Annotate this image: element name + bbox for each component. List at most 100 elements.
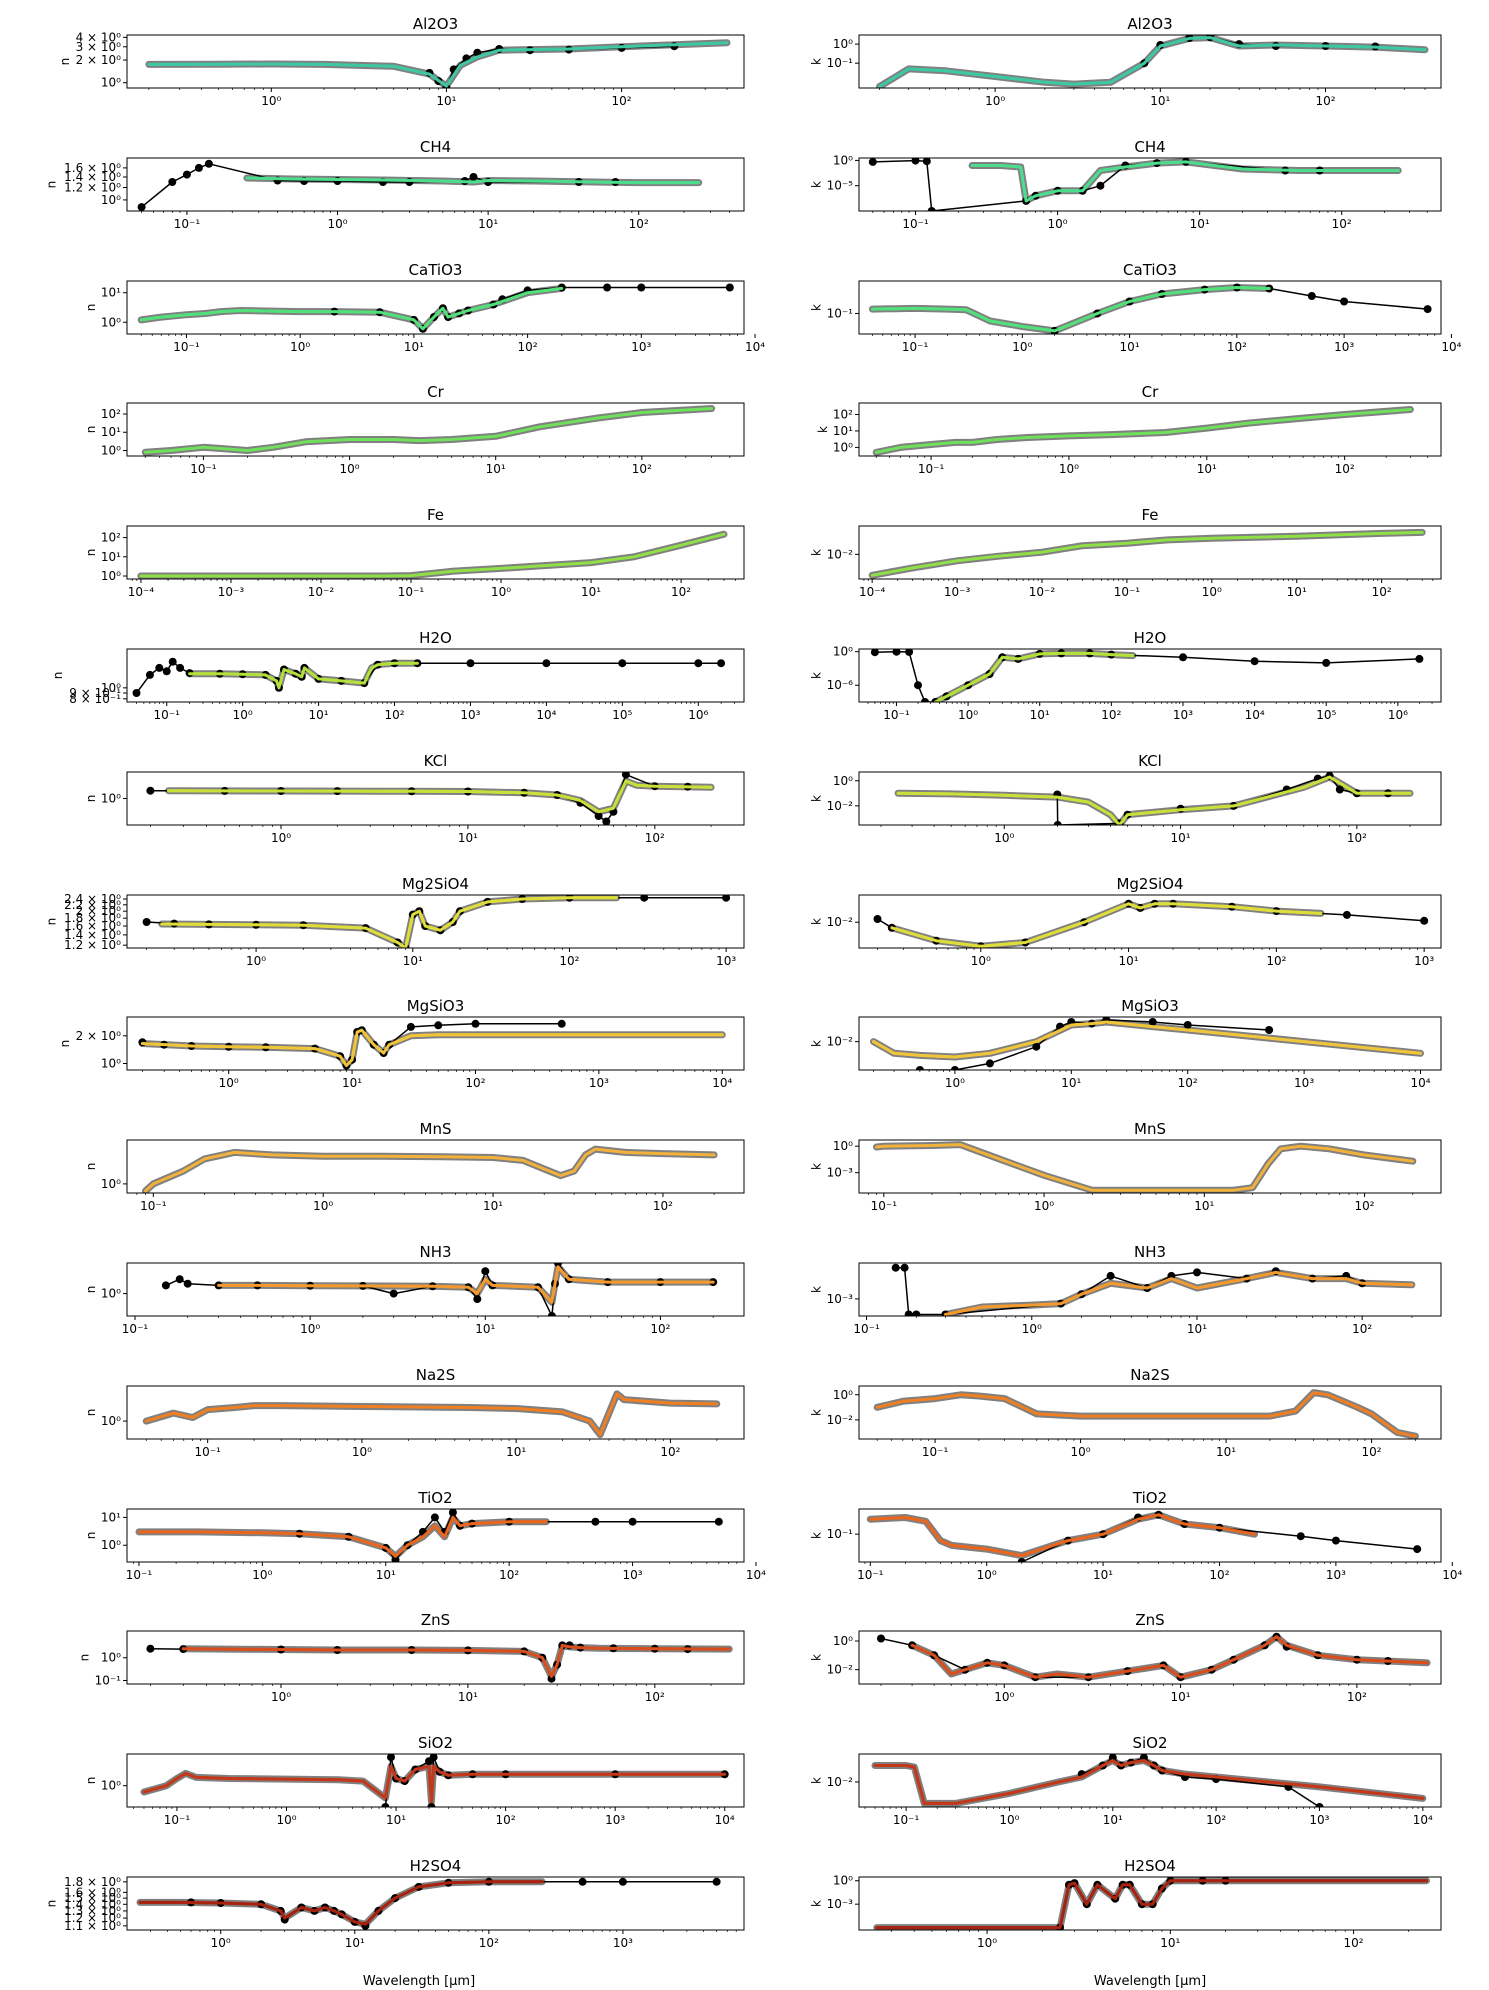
x-tick-label: 10²: [1315, 94, 1335, 108]
subplot-title: MnS: [1134, 1120, 1166, 1138]
x-tick-label: 10⁰: [994, 1690, 1014, 1704]
subplot-mns-k: 10⁻¹ 10⁰ 10¹ 10² 10⁰ 10⁻³ MnS k: [810, 1120, 1442, 1213]
subplot-fe-n: 10⁻⁴ 10⁻³ 10⁻² 10⁻¹ 10⁰ 10¹ 10² 10² 10¹ 10⁰ Fe n: [84, 506, 745, 599]
model-line-overlay: [970, 160, 1400, 203]
axes-frame: [126, 1262, 745, 1317]
plot-area: [894, 772, 1414, 825]
measured-point: [429, 1754, 438, 1762]
x-tick-label: 10³: [460, 708, 480, 722]
model-line: [143, 407, 714, 454]
y-tick-label: 10⁰: [833, 37, 853, 51]
x-tick-label: 10²: [384, 708, 404, 722]
x-tick-label: 10¹: [506, 1445, 526, 1459]
y-tick-label: 1.4 × 10⁰: [64, 928, 121, 942]
model-line-overlay: [933, 651, 1135, 702]
measured-point: [194, 163, 203, 172]
y-tick-label: 1.6 × 10⁰: [64, 919, 121, 933]
subplot-title: Mg2SiO4: [1116, 875, 1183, 893]
axes-frame: [126, 1016, 745, 1071]
x-axis-label-right: Wavelength [μm]: [1094, 1974, 1206, 1989]
x-tick-label: 10⁰: [1022, 1322, 1042, 1336]
y-tick-label: 10⁰: [101, 569, 121, 583]
subplot-na2s-n: 10⁻¹ 10⁰ 10¹ 10² 10⁰ Na2S n: [84, 1366, 745, 1459]
measured-point: [873, 915, 882, 923]
x-tick-label: 10³: [1309, 1813, 1329, 1827]
subplot-title: H2O: [419, 629, 452, 647]
x-tick-label: 10¹: [1216, 1445, 1236, 1459]
measured-point: [1183, 1021, 1192, 1029]
subplot-title: NH3: [1134, 1243, 1166, 1261]
x-tick-label: 10²: [479, 1936, 499, 1950]
x-tick-label: 10⁰: [1034, 1199, 1054, 1213]
subplot-cr-n: 10⁻¹ 10⁰ 10¹ 10² 10² 10¹ 10⁰ Cr n: [84, 383, 745, 476]
x-tick-label: 10³: [1334, 340, 1354, 354]
measured-point: [892, 649, 901, 656]
y-axis-label: k: [810, 1163, 824, 1170]
y-axis-label: n: [84, 426, 98, 434]
x-tick-label: 10⁻¹: [853, 1322, 880, 1336]
y-tick-label: 1.4 × 10⁰: [64, 1897, 121, 1911]
measured-point: [578, 1877, 587, 1886]
subplot-title: Al2O3: [1127, 15, 1172, 33]
y-tick-label: 1.1 × 10⁰: [64, 1919, 121, 1933]
x-tick-label: 10⁰: [261, 94, 281, 108]
x-tick-label: 10⁰: [271, 1690, 291, 1704]
model-line-overlay: [217, 1265, 715, 1304]
y-tick-label: 10⁻²: [827, 1775, 854, 1789]
measured-point: [1335, 785, 1344, 794]
plot-area: [146, 772, 715, 825]
axes-frame: [126, 157, 745, 212]
subplot-mns-n: 10⁻¹ 10⁰ 10¹ 10² 10⁰ MnS n: [84, 1120, 745, 1213]
subplot-mgsio3-n: 10⁰ 10¹ 10² 10³ 10⁴ 2 × 10⁰ 10⁰ MgSiO3 n: [58, 997, 745, 1090]
x-tick-label: 10¹: [345, 1936, 365, 1950]
subplot-zns-k: 10⁰ 10¹ 10² 10⁰ 10⁻² ZnS k: [810, 1611, 1442, 1704]
axes-frame: [858, 1016, 1442, 1071]
measured-point: [891, 1263, 900, 1272]
measured-point: [717, 659, 726, 668]
y-tick-label: 10⁰: [101, 1538, 121, 1552]
y-tick-label: 10⁻²: [827, 547, 854, 561]
model-line: [144, 1147, 716, 1193]
axes-frame: [858, 402, 1442, 457]
x-tick-label: 10¹: [475, 1322, 495, 1336]
measured-point: [1108, 1754, 1117, 1762]
x-tick-label: 10³: [613, 1936, 633, 1950]
axes-frame: [126, 1508, 745, 1563]
measured-point: [466, 659, 475, 668]
y-axis-label: n: [45, 181, 59, 189]
model-line-overlay: [142, 1764, 727, 1804]
model-line-overlay: [245, 176, 701, 185]
x-tick-label: 10⁻¹: [126, 1568, 153, 1582]
y-tick-label: 10⁻⁶: [827, 678, 854, 692]
x-tick-label: 10⁻¹: [122, 1322, 149, 1336]
measured-point: [900, 1263, 909, 1272]
y-tick-label: 10²: [101, 407, 121, 421]
subplot-title: SiO2: [1132, 1734, 1167, 1752]
axes-frame: [126, 34, 745, 89]
measured-point: [176, 663, 185, 672]
measured-point: [1096, 181, 1105, 190]
y-axis-label: n: [84, 549, 98, 557]
plot-area: [871, 1754, 1427, 1807]
measured-point: [714, 1517, 723, 1526]
measured-point: [137, 203, 146, 211]
x-tick-label: 10⁻³: [218, 585, 245, 599]
measured-point: [1340, 297, 1349, 306]
model-line-overlay: [138, 1880, 544, 1926]
subplot-title: ZnS: [421, 1611, 450, 1629]
y-axis-label: n: [45, 1900, 59, 1908]
x-tick-label: 10³: [1326, 1568, 1346, 1582]
subplot-mgsio3-k: 10⁰ 10¹ 10² 10³ 10⁴ 10⁻² MgSiO3 k: [810, 997, 1442, 1090]
y-tick-label: 10⁰: [833, 1634, 853, 1648]
model-line-overlay: [137, 1515, 548, 1558]
subplot-title: Mg2SiO4: [402, 875, 469, 893]
y-tick-label: 10⁰: [101, 315, 121, 329]
measured-point: [1413, 1545, 1422, 1554]
y-tick-label: 8 × 10⁻¹: [69, 692, 121, 706]
model-line-overlay: [878, 36, 1427, 88]
y-tick-label: 1.2 × 10⁰: [64, 180, 121, 194]
subplot-cr-k: 10⁻¹ 10⁰ 10¹ 10² 10² 10¹ 10⁰ Cr k: [816, 383, 1442, 476]
y-tick-label: 10⁰: [833, 774, 853, 788]
x-tick-label: 10⁰: [233, 708, 253, 722]
x-tick-label: 10⁵: [1316, 708, 1336, 722]
